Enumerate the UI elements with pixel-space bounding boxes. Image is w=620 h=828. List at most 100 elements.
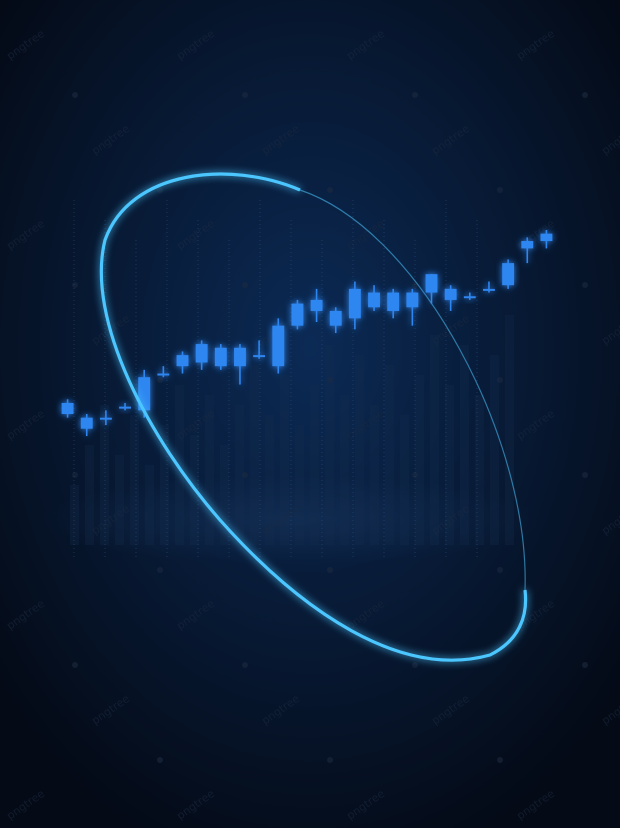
background-bar [400, 415, 409, 545]
candle-body [310, 299, 323, 311]
candle [80, 414, 93, 437]
watermark-dot [327, 187, 333, 193]
background-bar [160, 425, 169, 545]
watermark-dot [72, 92, 78, 98]
background-bar [310, 385, 319, 545]
candle [463, 292, 476, 300]
candle [157, 366, 170, 378]
candle-body [176, 355, 189, 367]
watermark-dot [497, 377, 503, 383]
background-bar [475, 395, 484, 545]
candle-body [483, 288, 495, 291]
candle-body [406, 292, 419, 308]
candle-body [463, 296, 476, 299]
background-bar [445, 385, 454, 545]
background-bar [85, 445, 94, 545]
candle [368, 285, 380, 311]
candle-body [521, 241, 534, 249]
candle [444, 285, 457, 311]
watermark-dot [582, 472, 588, 478]
background-bar [385, 365, 394, 545]
watermark-dot [242, 282, 248, 288]
candle-body [119, 406, 131, 409]
candle [310, 288, 323, 322]
candle [99, 410, 112, 426]
background-bar [460, 345, 469, 545]
candle-body [61, 402, 74, 414]
candle [540, 230, 553, 249]
background-bar [145, 465, 154, 545]
background-bar [340, 395, 349, 545]
candle [61, 399, 74, 418]
candle [291, 299, 304, 330]
background-bar [280, 375, 289, 545]
candle [253, 340, 266, 359]
watermark-dot [582, 662, 588, 668]
candle [425, 274, 438, 304]
floor-glow [40, 475, 540, 565]
candle [406, 288, 419, 326]
candle-body [425, 274, 438, 293]
watermark-dot [497, 187, 503, 193]
candle [272, 318, 285, 374]
background-bar [175, 385, 184, 545]
watermark-dot [497, 757, 503, 763]
candle-body [195, 344, 208, 363]
background-bar [130, 415, 139, 545]
background-bar [505, 315, 514, 545]
candle-body [99, 417, 112, 420]
background-bar [325, 345, 334, 545]
candle-body [234, 347, 246, 367]
background-bar [205, 395, 214, 545]
background-bar [70, 485, 79, 545]
candle-body [368, 292, 380, 308]
background-bar [355, 355, 364, 545]
background-bar [295, 425, 304, 545]
candle [234, 344, 246, 385]
watermark-dot [582, 92, 588, 98]
watermark-dot [157, 187, 163, 193]
background-bar [220, 445, 229, 545]
watermark-dot [72, 472, 78, 478]
candle-body [540, 233, 553, 242]
candle [195, 340, 208, 370]
candle [348, 281, 361, 330]
watermark-dot [412, 472, 418, 478]
watermark-dot [497, 567, 503, 573]
watermark-dot [242, 92, 248, 98]
candle-body [291, 303, 304, 326]
candle-body [253, 355, 266, 358]
background-bar [430, 335, 439, 545]
candle [521, 237, 534, 264]
watermark-dot [72, 662, 78, 668]
watermark-dot [582, 282, 588, 288]
candle [483, 281, 495, 293]
candle-body [329, 310, 342, 326]
glow-ring-front [99, 172, 528, 662]
background-bar [265, 415, 274, 545]
candle-body [387, 292, 400, 311]
background-bar [250, 365, 259, 545]
candle-body [138, 377, 151, 411]
candle [119, 402, 131, 411]
candle-body [214, 347, 227, 367]
candle [176, 351, 189, 374]
candle-body [502, 263, 515, 286]
candlestick-series [61, 230, 553, 437]
background-bar [115, 455, 124, 545]
background-bars [70, 315, 514, 545]
background-bar [490, 355, 499, 545]
candle-body [444, 288, 457, 300]
candle-body [348, 288, 361, 319]
watermark-dot [327, 757, 333, 763]
watermark-dot [157, 377, 163, 383]
watermark-dot [72, 282, 78, 288]
watermark-dot [242, 662, 248, 668]
dotted-guides [73, 200, 478, 560]
watermark-dot [412, 662, 418, 668]
background-bar [235, 405, 244, 545]
watermark-dot [327, 567, 333, 573]
watermark-dot [157, 757, 163, 763]
